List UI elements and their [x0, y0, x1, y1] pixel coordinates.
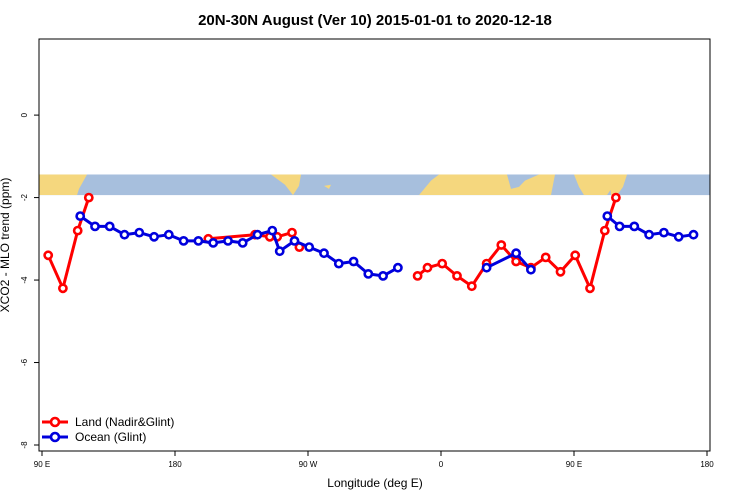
data-point [614, 221, 625, 232]
x-tick-label: 90 E [34, 460, 50, 469]
series-layer [43, 192, 699, 294]
data-point [287, 227, 297, 238]
data-point [659, 227, 669, 238]
map-land-region [324, 184, 331, 189]
data-point [274, 246, 285, 257]
data-point [363, 268, 374, 279]
data-point [599, 225, 610, 236]
data-point [267, 225, 278, 236]
data-point [629, 221, 640, 232]
data-point [333, 258, 344, 269]
map-land-region [419, 174, 555, 196]
y-axis-label: XCO2 - MLO trend (ppm) [0, 178, 12, 313]
data-point [644, 229, 654, 240]
data-point [555, 266, 566, 277]
data-point [412, 270, 423, 281]
y-tick-label: -2 [20, 193, 29, 201]
series-ocean [75, 211, 699, 281]
x-tick-label: 90 W [299, 460, 318, 469]
data-point [466, 281, 477, 292]
data-point [104, 221, 115, 232]
data-point [688, 229, 699, 240]
series-land [43, 192, 621, 294]
legend-item-ocean: Ocean (Glint) [42, 430, 146, 444]
map-land-region [609, 174, 627, 196]
legend: Land (Nadir&Glint)Ocean (Glint) [42, 415, 174, 444]
map-land-region [271, 174, 301, 196]
data-point [149, 231, 159, 242]
x-tick-label: 180 [700, 460, 714, 469]
legend-item-land: Land (Nadir&Glint) [42, 415, 174, 429]
data-point [237, 237, 248, 248]
x-axis-label: Longitude (deg E) [327, 476, 422, 490]
map-land [39, 174, 627, 196]
chart-title: 20N-30N August (Ver 10) 2015-01-01 to 20… [198, 12, 552, 29]
data-point [378, 270, 388, 281]
data-point [570, 250, 581, 261]
legend-label: Land (Nadir&Glint) [75, 415, 174, 429]
data-point [208, 237, 219, 248]
data-point [75, 211, 86, 221]
plot-frame [38, 38, 711, 452]
data-point [289, 235, 300, 246]
data-point [72, 225, 83, 236]
data-point [422, 262, 433, 273]
y-tick-label: -8 [20, 441, 29, 449]
data-point [178, 235, 189, 246]
data-point [83, 192, 94, 203]
legend-swatch-marker [49, 431, 61, 443]
data-point [511, 256, 521, 267]
data-point [481, 262, 492, 273]
data-point [392, 262, 403, 273]
y-tick-label: 0 [20, 112, 29, 117]
legend-label: Ocean (Glint) [75, 430, 146, 444]
data-point [90, 221, 100, 232]
data-point [496, 240, 507, 250]
legend-swatch-marker [49, 416, 61, 428]
map-strip [39, 174, 710, 196]
data-point [437, 258, 448, 269]
data-point [452, 270, 462, 281]
data-point [119, 229, 130, 240]
data-point [43, 250, 54, 261]
data-point [511, 248, 521, 259]
data-point [304, 242, 315, 252]
y-tick-label: -4 [20, 276, 29, 284]
data-point [602, 211, 613, 221]
data-point [252, 229, 263, 240]
map-land-region [39, 174, 87, 196]
data-point [223, 235, 233, 246]
series-line [46, 197, 618, 290]
data-point [611, 192, 621, 203]
data-point [319, 248, 329, 259]
y-axis: 0 -2 -4 -6 -8 [20, 112, 39, 449]
data-point [134, 227, 145, 238]
x-tick-label: 180 [168, 460, 182, 469]
data-point [673, 231, 684, 242]
x-tick-label: 90 E [566, 460, 582, 469]
y-tick-label: -6 [20, 358, 29, 366]
data-point [348, 256, 359, 267]
x-axis: 90 E 180 90 W 0 90 E 180 [34, 451, 714, 469]
data-point [193, 235, 204, 246]
data-point [526, 264, 536, 275]
x-tick-label: 0 [439, 460, 444, 469]
data-point [585, 283, 595, 294]
data-point [163, 229, 174, 240]
data-point [58, 283, 68, 294]
data-point [540, 252, 551, 263]
map-land-region [574, 174, 614, 196]
